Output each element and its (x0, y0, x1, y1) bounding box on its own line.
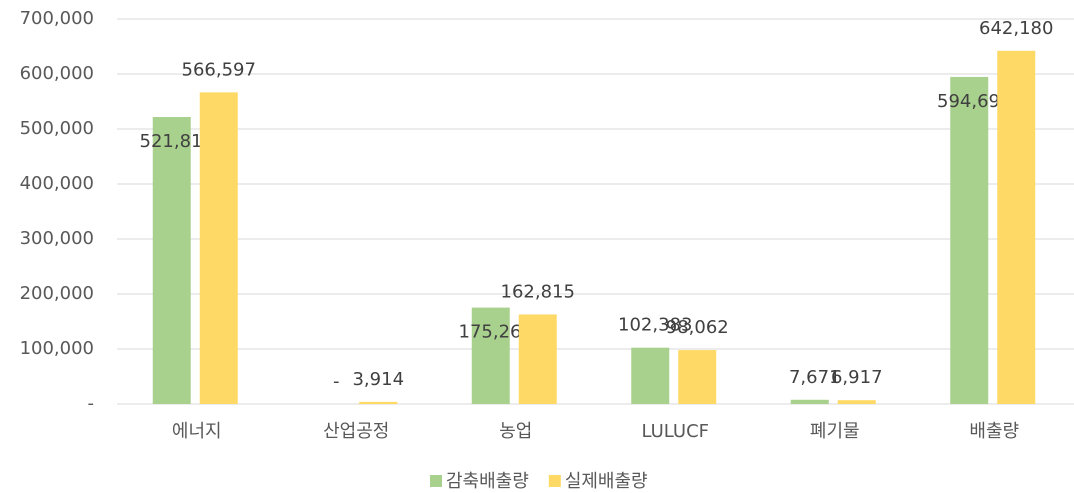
y-tick-label: 700,000 (20, 8, 94, 29)
data-label: - (333, 371, 340, 392)
bar (790, 399, 829, 404)
legend-swatch (548, 475, 561, 487)
legend-swatch (430, 475, 442, 487)
x-tick-label: 농업 (499, 421, 532, 442)
y-tick-label: 500,000 (20, 118, 94, 139)
legend-label: 실제배출량 (565, 471, 648, 492)
bar (678, 350, 717, 404)
data-label: 102,383 (618, 315, 692, 336)
data-label: 175,265 (459, 322, 533, 343)
y-tick-label: 300,000 (20, 228, 94, 249)
bar (950, 76, 989, 404)
bar (518, 314, 557, 404)
x-tick-label: 폐기물 (810, 421, 860, 442)
y-tick-label: 600,000 (20, 63, 94, 84)
data-label: 566,597 (182, 59, 256, 80)
bar (631, 347, 670, 404)
bar (199, 92, 238, 405)
bar (359, 401, 398, 404)
y-tick-label: - (88, 393, 95, 414)
data-label: 642,180 (979, 18, 1053, 39)
data-label: 6,917 (831, 367, 883, 388)
y-tick-label: 400,000 (20, 173, 94, 194)
x-tick-label: 에너지 (172, 421, 222, 442)
bar (152, 117, 191, 405)
bar (997, 50, 1036, 405)
legend-label: 감축배출량 (446, 471, 529, 492)
y-tick-label: 100,000 (20, 338, 94, 359)
data-label: 3,914 (352, 369, 404, 390)
bar (471, 307, 510, 404)
data-label: 594,696 (937, 91, 1011, 112)
x-tick-label: 산업공정 (323, 421, 389, 442)
bar (837, 400, 876, 404)
data-label: 98,062 (666, 317, 729, 338)
data-label: 7,671 (789, 367, 841, 388)
x-tick-label: 배출량 (969, 421, 1019, 442)
y-tick-label: 200,000 (20, 283, 94, 304)
x-tick-label: LULUCF (641, 421, 709, 442)
data-label: 521,814 (140, 131, 214, 152)
data-label: 162,815 (501, 281, 575, 302)
